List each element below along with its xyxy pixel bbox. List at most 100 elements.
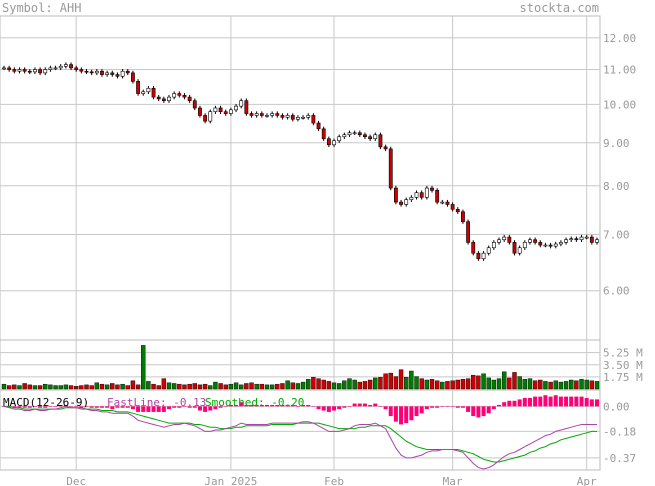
volume-bar-68 xyxy=(352,379,357,390)
candle-body xyxy=(120,70,125,77)
candle-33 xyxy=(172,91,177,100)
candle-67 xyxy=(347,130,352,137)
candle-body xyxy=(177,93,182,96)
candle-74 xyxy=(383,144,388,152)
macd-hist-bar-82 xyxy=(424,406,429,410)
macd-hist-bar-56 xyxy=(290,404,295,407)
candle-41 xyxy=(213,105,218,114)
candle-body xyxy=(58,65,63,69)
candle-body xyxy=(223,111,228,114)
candle-36 xyxy=(187,94,192,103)
volume-bar-115 xyxy=(594,381,600,390)
candle-body xyxy=(388,148,393,189)
candle-91 xyxy=(471,240,476,256)
volume-bar-0 xyxy=(1,383,7,390)
candle-body xyxy=(182,95,187,98)
candle-body xyxy=(383,146,388,150)
macd-hist-bar-89 xyxy=(460,406,465,408)
macd-hist-bar-7 xyxy=(38,406,43,408)
candle-68 xyxy=(352,130,357,135)
candle-body xyxy=(491,242,496,249)
macd-hist-bar-91 xyxy=(471,406,476,417)
candle-body xyxy=(141,91,146,94)
candle-body xyxy=(115,74,120,77)
candle-body xyxy=(285,115,290,118)
volume-bar-44 xyxy=(228,383,234,390)
macd-hist-bar-35 xyxy=(182,406,187,407)
candle-24 xyxy=(125,69,130,76)
volume-bar-103 xyxy=(532,380,538,390)
volume-bar-11 xyxy=(58,385,63,390)
x-tick-label-3: Mar xyxy=(443,475,463,486)
macd-hist-bar-102 xyxy=(527,398,532,407)
candle-18 xyxy=(94,69,99,76)
candle-51 xyxy=(265,113,269,118)
candle-body xyxy=(74,67,79,70)
candle-61 xyxy=(316,120,321,132)
candle-body xyxy=(213,107,218,113)
volume-bar-72 xyxy=(373,377,378,390)
candle-body xyxy=(7,67,12,70)
volume-bar-2 xyxy=(12,384,17,390)
volume-bar-35 xyxy=(182,384,187,390)
x-tick-label-4: Apr xyxy=(577,475,597,486)
volume-bar-28 xyxy=(146,381,151,390)
macd-hist-bar-114 xyxy=(589,399,594,407)
candle-72 xyxy=(373,132,378,141)
candle-14 xyxy=(74,65,79,72)
macd-hist-bar-64 xyxy=(332,406,337,411)
macd-hist-bar-30 xyxy=(156,406,161,412)
macd-hist-bar-87 xyxy=(450,406,455,407)
macd-fastline-label: FastLine: -0.13 xyxy=(107,396,206,409)
candle-109 xyxy=(564,237,568,245)
macd-hist-bar-94 xyxy=(486,406,491,414)
candle-body xyxy=(481,252,486,260)
macd-title: MACD(12-26-9) xyxy=(3,396,89,409)
candle-44 xyxy=(228,107,233,116)
candle-body xyxy=(321,128,326,140)
macd-hist-bar-14 xyxy=(74,406,79,407)
site-name[interactable]: stockta.com xyxy=(519,1,599,15)
macd-hist-bar-38 xyxy=(197,406,202,411)
candle-body xyxy=(466,221,470,243)
volume-bar-61 xyxy=(316,378,321,390)
macd-hist-bar-93 xyxy=(481,406,486,417)
candle-body xyxy=(125,70,130,74)
candle-53 xyxy=(275,111,280,118)
candle-body xyxy=(435,190,440,203)
macd-hist-bar-23 xyxy=(120,406,125,408)
candle-13 xyxy=(69,62,73,71)
macd-hist-bar-40 xyxy=(208,406,213,411)
x-tick-label-0: Dec xyxy=(66,475,86,486)
volume-bar-50 xyxy=(259,383,265,390)
macd-hist-bar-59 xyxy=(306,404,311,407)
volume-bar-105 xyxy=(543,381,548,390)
macd-panel xyxy=(0,389,601,471)
macd-hist-bar-46 xyxy=(239,402,244,407)
macd-hist-bar-47 xyxy=(244,404,249,407)
candle-body xyxy=(254,113,259,116)
candle-76 xyxy=(393,185,398,205)
volume-bar-106 xyxy=(548,381,553,390)
volume-bar-63 xyxy=(326,381,332,390)
candle-body xyxy=(471,242,476,254)
candle-body xyxy=(502,236,507,241)
candle-body xyxy=(239,100,244,107)
macd-hist-bar-58 xyxy=(301,404,306,407)
candle-body xyxy=(249,113,254,116)
volume-bar-55 xyxy=(285,380,290,390)
candle-21 xyxy=(110,70,115,77)
candle-113 xyxy=(584,234,589,240)
macd-hist-bar-19 xyxy=(99,406,104,408)
candle-body xyxy=(234,105,238,111)
candle-body xyxy=(306,115,311,118)
candle-6 xyxy=(33,67,37,75)
volume-bar-8 xyxy=(43,383,48,390)
candle-body xyxy=(48,67,53,70)
macd-hist-bar-39 xyxy=(203,406,208,412)
candle-54 xyxy=(280,113,285,120)
candle-22 xyxy=(115,72,120,79)
volume-bar-27 xyxy=(141,345,146,390)
volume-bar-47 xyxy=(244,383,249,390)
macd-hist-bar-49 xyxy=(254,404,259,407)
